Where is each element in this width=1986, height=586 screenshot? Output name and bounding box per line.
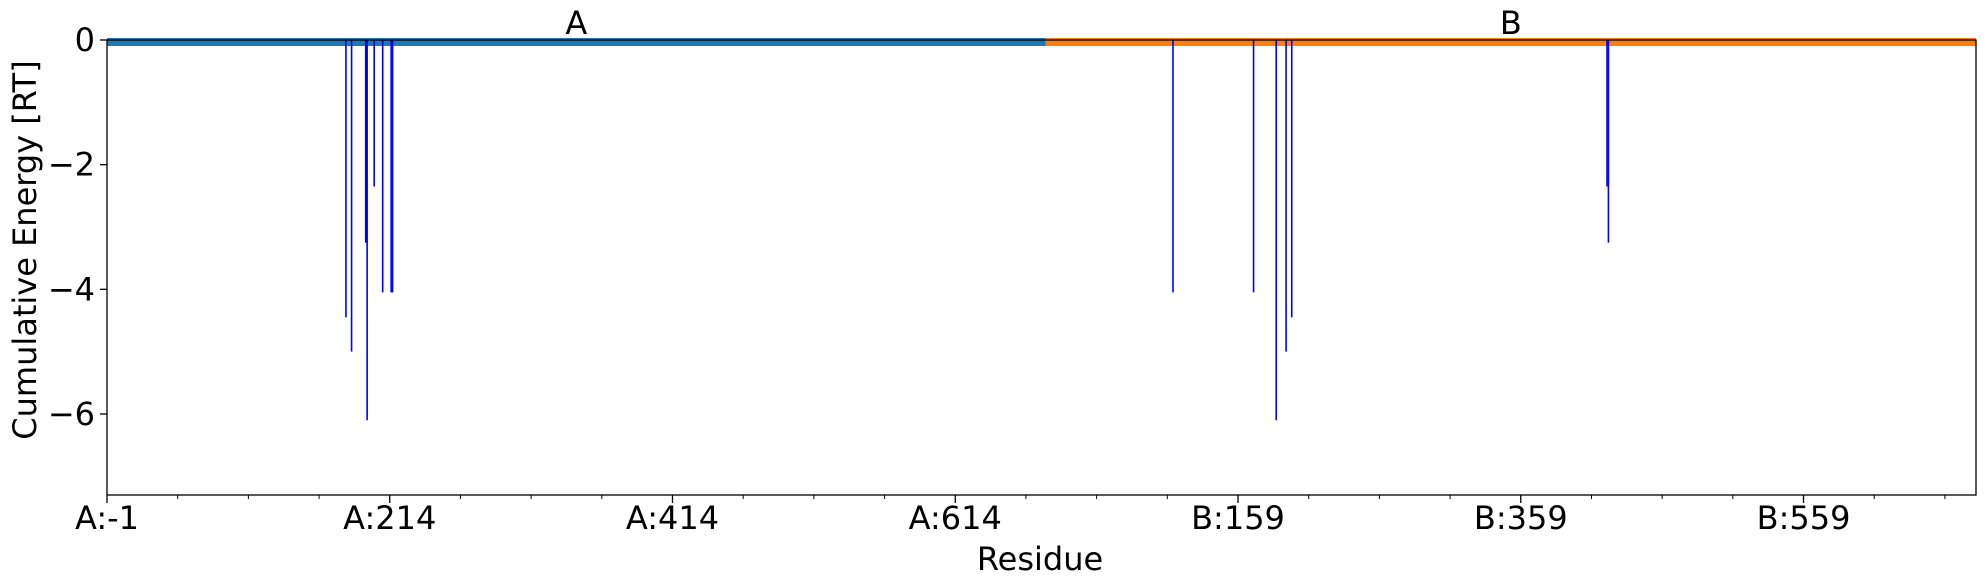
plot-frame <box>106 39 1977 496</box>
chain-label-B: B <box>1500 4 1522 42</box>
axes <box>106 39 1977 496</box>
y-tick-label-3: −6 <box>48 395 95 433</box>
chain-band-B <box>1045 38 1976 46</box>
x-tick-label-3: A:614 <box>909 499 1002 537</box>
x-tick-label-2: A:414 <box>626 499 719 537</box>
x-tick-label-4: B:159 <box>1191 499 1285 537</box>
x-tick-label-1: A:214 <box>343 499 436 537</box>
chain-bands <box>107 38 1976 46</box>
x-tick-label-5: B:359 <box>1474 499 1568 537</box>
chain-label-A: A <box>565 4 587 42</box>
y-tick-label-2: −4 <box>48 270 95 308</box>
y-tick-label-1: −2 <box>48 146 95 184</box>
x-tick-label-0: A:-1 <box>75 499 139 537</box>
ticks: 0 −2 −4 −6 A:-1 A:214 A:414 A:614 B:159 B:359 B:55… <box>48 21 1946 537</box>
y-tick-label-0: 0 <box>75 21 95 59</box>
x-axis-label: Residue <box>977 540 1103 578</box>
energy-bars <box>345 40 1610 421</box>
y-axis-label: Cumulative Energy [RT] <box>6 60 44 439</box>
x-tick-label-6: B:559 <box>1757 499 1851 537</box>
chain-band-A <box>107 38 1046 46</box>
